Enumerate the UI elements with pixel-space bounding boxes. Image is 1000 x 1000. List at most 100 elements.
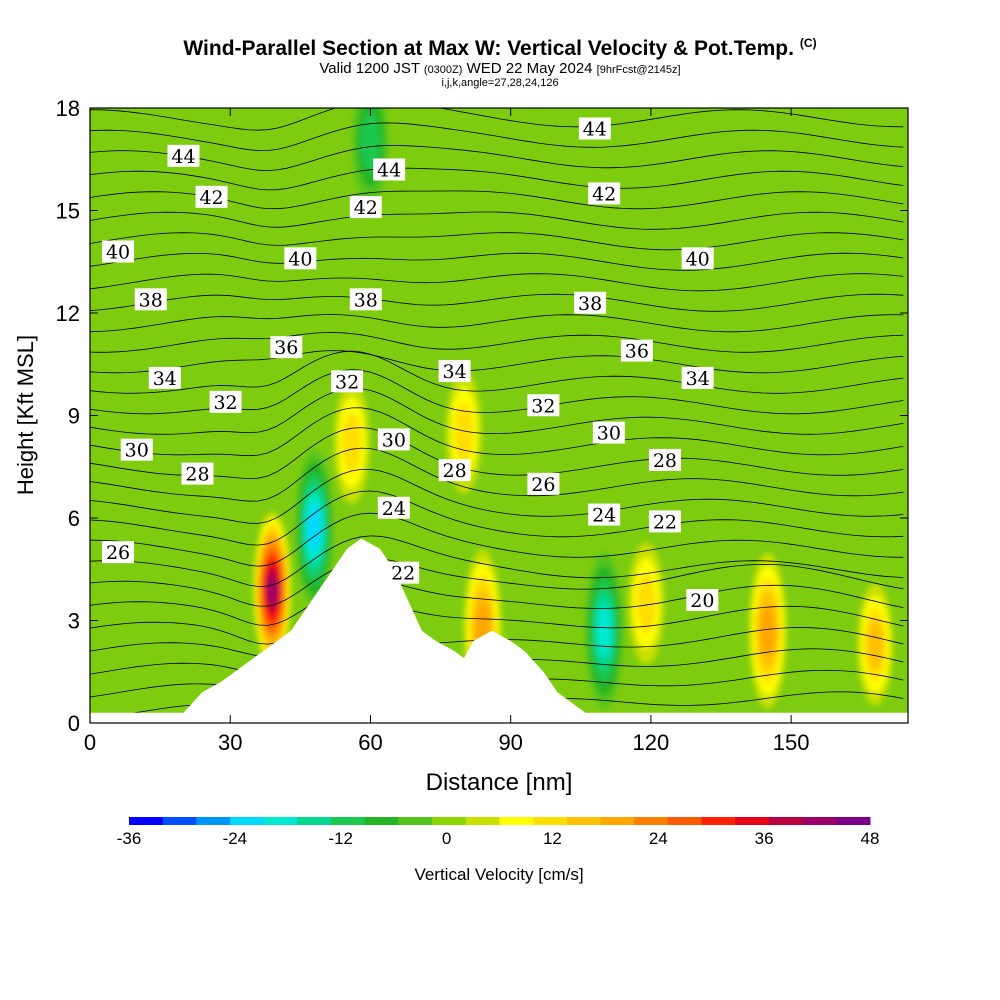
theta-contour (90, 447, 904, 502)
contour-label-text: 42 (354, 197, 378, 219)
valid-utc: (0300Z) (423, 64, 463, 76)
y-tick-label: 18 (56, 96, 80, 121)
contour-label: 24 (377, 496, 410, 520)
colorbar-swatch (398, 817, 433, 825)
contour-label-text: 32 (335, 371, 359, 393)
contour-label-box (102, 240, 135, 263)
theta-contour (90, 167, 904, 191)
contour-label: 24 (588, 503, 621, 527)
w-cell-band (454, 403, 474, 463)
contour-label-text: 30 (597, 423, 621, 445)
contour-label-box (349, 288, 382, 311)
contour-label: 22 (648, 510, 681, 533)
contour-label-text: 24 (592, 505, 616, 527)
contour-label-text: 32 (213, 392, 237, 414)
valid-time: Valid 1200 JST (319, 60, 420, 77)
contour-label: 38 (134, 288, 167, 311)
w-cell-band (307, 505, 322, 551)
colorbar-tick-label: -12 (328, 829, 353, 848)
contour-label-box (686, 589, 719, 611)
contour-label-box (181, 462, 214, 485)
w-cell (352, 108, 389, 204)
colorbar-swatch (162, 817, 197, 825)
contour-label: 44 (373, 158, 406, 182)
contour-label-box (438, 360, 471, 383)
colorbar-swatch (364, 817, 399, 825)
contour-label-text: 36 (625, 341, 649, 363)
contour-label: 20 (686, 589, 719, 612)
contour-label: 28 (438, 459, 471, 482)
w-cell-band (596, 605, 612, 657)
colorbar-swatch (634, 817, 669, 825)
contour-label: 38 (349, 288, 382, 311)
y-tick-label: 6 (68, 506, 80, 531)
contour-label: 28 (181, 462, 214, 486)
colorbar-swatch (768, 817, 804, 825)
x-tick-label: 120 (633, 730, 670, 755)
colorbar-swatch (533, 817, 568, 825)
w-cell (748, 552, 787, 709)
theta-contour (90, 512, 904, 567)
x-tick-label: 150 (773, 730, 810, 755)
theta-contour (90, 535, 904, 587)
theta-contour (90, 332, 904, 353)
contour-label-text: 38 (139, 289, 163, 311)
colorbar-swatch (465, 817, 500, 825)
theta-contour (90, 387, 904, 435)
colorbar-tick-label: 36 (755, 829, 774, 848)
contour-label-text: 28 (185, 464, 209, 486)
colorbar-swatch (836, 817, 871, 825)
contour-label: 42 (195, 185, 228, 209)
forecast-info: [9hrFcst@2145z] (596, 64, 681, 76)
contour-label-text: 30 (382, 429, 406, 451)
w-cell (857, 583, 894, 706)
contour-label: 38 (574, 291, 607, 315)
colorbar-swatch (600, 817, 635, 825)
contour-label-box (574, 291, 607, 314)
terrain-mask (90, 538, 908, 723)
contour-label-box (195, 185, 228, 208)
contour-label-text: 44 (171, 146, 195, 168)
contour-label-box (387, 561, 420, 584)
contour-label-text: 38 (354, 289, 378, 311)
colorbar-swatch (432, 817, 467, 825)
w-cell-band (342, 413, 362, 473)
colorbar-swatch (230, 817, 265, 825)
contour-label-text: 20 (690, 590, 714, 612)
colorbar-tick-label: 0 (442, 829, 451, 848)
theta-contour (90, 314, 904, 333)
colorbar-swatch (263, 817, 298, 825)
contour-label: 34 (681, 366, 714, 390)
contour-label: 42 (588, 182, 621, 205)
x-tick-label: 30 (218, 730, 242, 755)
chart-subtitle: Valid 1200 JST (0300Z) WED 22 May 2024 [… (0, 60, 1000, 77)
contour-label-box (681, 247, 714, 270)
theta-contour (90, 211, 904, 230)
chart-title: Wind-Parallel Section at Max W: Vertical… (0, 36, 1000, 61)
theta-contour (90, 108, 904, 131)
theta-contour (90, 122, 904, 152)
contour-label-box (270, 336, 303, 359)
theta-contour (90, 350, 904, 394)
copyright-mark: (C) (799, 36, 817, 50)
contour-label-text: 36 (274, 337, 298, 359)
contour-label: 40 (284, 247, 317, 270)
valid-date: WED 22 May 2024 (466, 60, 593, 77)
contour-label-box (588, 503, 621, 526)
contour-label-box (681, 366, 714, 389)
y-tick-label: 12 (56, 301, 80, 326)
theta-contour (90, 252, 904, 271)
colorbar-swatch (566, 817, 602, 825)
contour-label-box (377, 496, 410, 519)
contour-label: 32 (527, 394, 560, 417)
colorbar-tick-label: 24 (649, 829, 668, 848)
contour-label-text: 26 (106, 542, 130, 564)
colorbar-swatch (331, 817, 366, 825)
x-axis-label: Distance [nm] (426, 769, 573, 796)
contour-label-text: 42 (199, 187, 223, 209)
w-cell-band (361, 112, 380, 172)
y-axis-label: Height [Kft MSL] (13, 335, 38, 495)
contour-label-box (209, 390, 242, 413)
y-tick-label: 9 (68, 404, 80, 429)
